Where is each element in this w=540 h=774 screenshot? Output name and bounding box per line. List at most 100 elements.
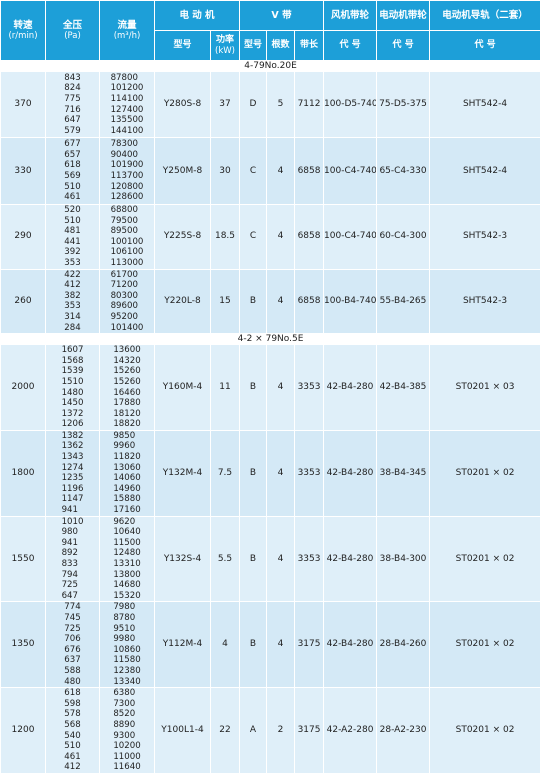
section-title: 4-79No.20E <box>1 61 540 72</box>
flow-cell-value: 14960 <box>113 484 140 495</box>
pressure-cell-value: 637 <box>64 655 80 666</box>
motor-model-cell: Y100L1-4 <box>155 688 211 774</box>
fan-pulley-cell: 42-B4-280 <box>324 516 377 602</box>
belt-length-cell: 6858 <box>295 205 324 270</box>
flow-cell-value: 13060 <box>113 463 140 474</box>
pressure-cell-value: 677 <box>64 139 80 150</box>
fan-pulley-cell: 42-B4-280 <box>324 602 377 688</box>
pressure-cell-value: 775 <box>64 94 80 105</box>
flow-cell-value: 127400 <box>111 105 144 116</box>
flow-cell-value: 12480 <box>113 548 140 559</box>
flow-cell-value: 13340 <box>113 677 140 688</box>
flow-cell-value: 89600 <box>111 301 144 312</box>
pressure-cell-value: 353 <box>64 301 80 312</box>
header-fan-pulley: 风机带轮 <box>324 1 377 31</box>
pressure-cell-value: 941 <box>62 505 84 516</box>
belt-length-cell: 3353 <box>295 430 324 516</box>
pressure-cell-value: 540 <box>64 731 80 742</box>
header-speed: 转速(r/min) <box>1 1 46 61</box>
flow-cell-value: 10640 <box>113 527 140 538</box>
rail-cell: SHT542-4 <box>430 138 540 205</box>
belt-type-cell: B <box>240 516 267 602</box>
speed-cell: 1200 <box>1 688 46 774</box>
pressure-cell-value: 980 <box>62 527 84 538</box>
pressure-cell-value: 1568 <box>62 356 84 367</box>
flow-cell-value: 10200 <box>113 741 140 752</box>
flow-cell-value: 9620 <box>113 517 140 528</box>
motor-power-cell: 37 <box>211 72 240 138</box>
flow-cell-value: 113700 <box>111 171 144 182</box>
pressure-cell-value: 647 <box>62 591 84 602</box>
belt-type-cell: B <box>240 269 267 334</box>
belt-length-cell: 3353 <box>295 516 324 602</box>
flow-cell-value: 16460 <box>113 388 140 399</box>
belt-count-cell: 5 <box>267 72 295 138</box>
belt-count-cell: 4 <box>267 345 295 431</box>
flow-cell-value: 18120 <box>113 409 140 420</box>
speed-cell: 1800 <box>1 430 46 516</box>
motor-pulley-cell: 60-C4-300 <box>377 205 430 270</box>
speed-cell: 260 <box>1 269 46 334</box>
belt-count-cell: 4 <box>267 602 295 688</box>
belt-type-cell: A <box>240 688 267 774</box>
flow-cell-value: 14680 <box>113 580 140 591</box>
pressure-cell-value: 422 <box>64 270 80 281</box>
motor-power-cell: 11 <box>211 345 240 431</box>
header-pressure: 全压(Pa) <box>46 1 100 61</box>
motor-pulley-cell: 42-B4-385 <box>377 345 430 431</box>
belt-count-cell: 2 <box>267 688 295 774</box>
pressure-cell-value: 1010 <box>62 517 84 528</box>
motor-pulley-cell: 38-B4-345 <box>377 430 430 516</box>
flow-cell-value: 15260 <box>113 377 140 388</box>
flow-cell-value: 128600 <box>111 192 144 203</box>
pressure-cell-value: 833 <box>62 559 84 570</box>
flow-cell-value: 11000 <box>113 752 140 763</box>
flow-cell-value: 8890 <box>113 720 140 731</box>
pressure-cell-value: 657 <box>64 150 80 161</box>
flow-cell-value: 17880 <box>113 398 140 409</box>
pressure-cell-value: 284 <box>64 323 80 334</box>
motor-power-cell: 7.5 <box>211 430 240 516</box>
flow-cell-value: 101200 <box>111 83 144 94</box>
fan-pulley-cell: 100-C4-740 <box>324 138 377 205</box>
pressure-cell-value: 745 <box>64 613 80 624</box>
header-vbelt: V 带 <box>240 1 324 31</box>
pressure-cell-value: 588 <box>64 666 80 677</box>
flow-cell-value: 14060 <box>113 473 140 484</box>
belt-count-cell: 4 <box>267 138 295 205</box>
flow-cell-value: 10860 <box>113 645 140 656</box>
pressure-cell-value: 843 <box>64 73 80 84</box>
flow-cell-value: 9300 <box>113 731 140 742</box>
pressure-cell-value: 794 <box>62 570 84 581</box>
pressure-cell-value: 569 <box>64 171 80 182</box>
motor-pulley-cell: 75-D5-375 <box>377 72 430 138</box>
pressure-cell-value: 461 <box>64 192 80 203</box>
pressure-cell-value: 647 <box>64 115 80 126</box>
motor-model-cell: Y132M-4 <box>155 430 211 516</box>
belt-length-cell: 3175 <box>295 688 324 774</box>
motor-model-cell: Y220L-8 <box>155 269 211 334</box>
fan-pulley-cell: 42-A2-280 <box>324 688 377 774</box>
pressure-cell-value: 578 <box>64 709 80 720</box>
motor-model-cell: Y225S-8 <box>155 205 211 270</box>
pressure-cell-value: 392 <box>64 247 80 258</box>
speed-cell: 1350 <box>1 602 46 688</box>
pressure-cell-value: 1362 <box>62 441 84 452</box>
belt-length-cell: 3353 <box>295 345 324 431</box>
flow-cell-value: 71200 <box>111 280 144 291</box>
